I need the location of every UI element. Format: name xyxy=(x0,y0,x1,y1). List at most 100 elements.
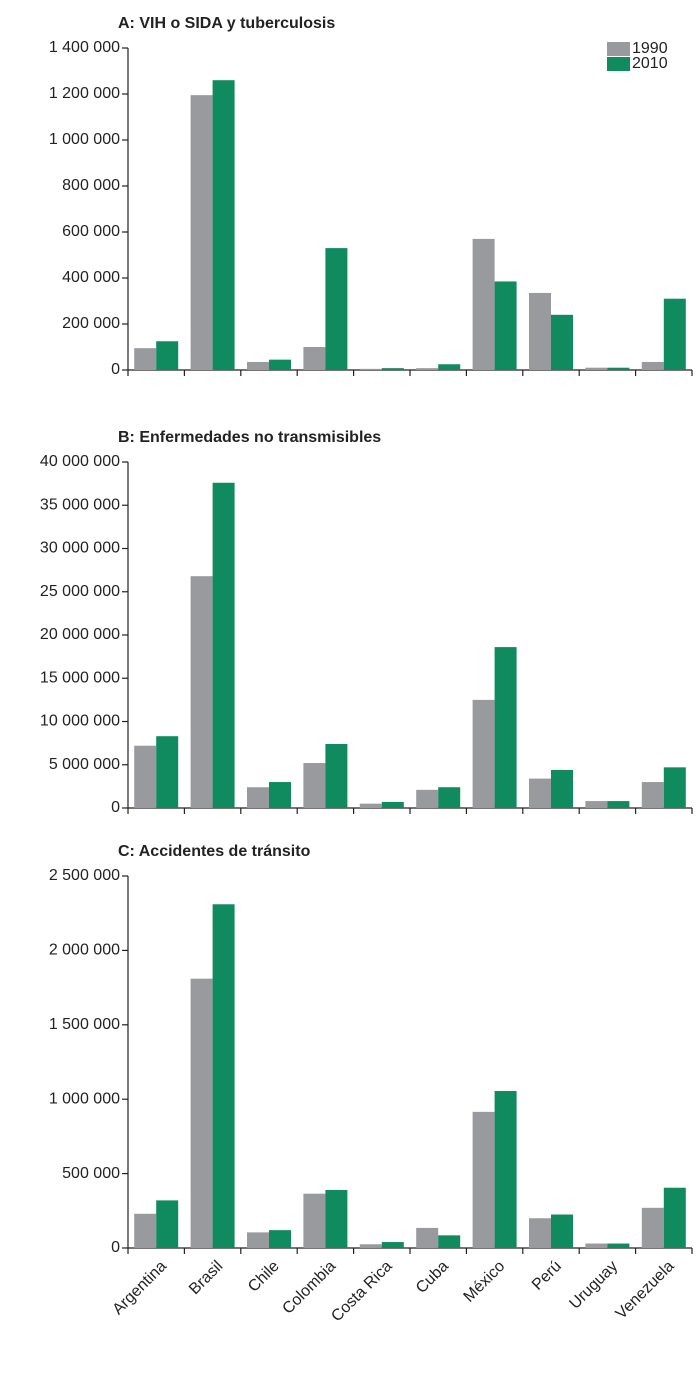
bar xyxy=(529,778,551,808)
bar xyxy=(551,1214,573,1248)
x-tick-label: México xyxy=(461,1258,509,1306)
bar xyxy=(156,1200,179,1248)
y-tick-label: 600 000 xyxy=(62,223,120,240)
bar xyxy=(607,367,630,370)
y-tick-label: 400 000 xyxy=(62,269,120,286)
bar xyxy=(663,767,686,808)
y-tick-label: 2 000 000 xyxy=(49,942,120,959)
y-tick-label: 0 xyxy=(111,799,120,816)
bar xyxy=(190,95,213,371)
bar xyxy=(438,364,461,370)
y-tick-label: 35 000 000 xyxy=(40,496,120,513)
y-tick-label: 1 000 000 xyxy=(49,131,120,148)
bar xyxy=(416,789,439,808)
bar xyxy=(269,782,291,808)
y-tick-label: 10 000 000 xyxy=(40,713,120,730)
y-tick-label: 15 000 000 xyxy=(40,669,120,686)
y-tick-label: 20 000 000 xyxy=(40,626,120,643)
bar xyxy=(156,736,179,808)
x-tick-label: Argentina xyxy=(110,1258,171,1319)
bar xyxy=(551,314,573,370)
y-tick-label: 25 000 000 xyxy=(40,583,120,600)
panel-title: A: VIH o SIDA y tuberculosis xyxy=(118,15,335,32)
bar xyxy=(416,368,439,370)
bar xyxy=(303,1193,326,1248)
x-tick-label: Perú xyxy=(529,1258,565,1294)
y-tick-label: 800 000 xyxy=(62,177,120,194)
bar xyxy=(529,1218,551,1248)
x-tick-label: Colombia xyxy=(279,1258,339,1318)
y-tick-label: 5 000 000 xyxy=(49,756,120,773)
bar xyxy=(585,367,608,370)
bar xyxy=(156,341,179,370)
bar xyxy=(325,248,348,370)
bar xyxy=(472,238,495,370)
bar xyxy=(359,1244,382,1248)
bar xyxy=(607,1243,630,1248)
bar xyxy=(551,769,573,808)
y-tick-label: 30 000 000 xyxy=(40,540,120,557)
bar xyxy=(134,1213,157,1248)
y-tick-label: 200 000 xyxy=(62,315,120,332)
y-tick-label: 40 000 000 xyxy=(40,453,120,470)
x-tick-label: Costa Rica xyxy=(328,1258,395,1325)
bar xyxy=(472,699,495,808)
bar xyxy=(212,80,235,370)
bar xyxy=(190,978,213,1248)
y-tick-label: 1 200 000 xyxy=(49,85,120,102)
legend-label: 1990 xyxy=(632,40,668,57)
x-tick-label: Chile xyxy=(245,1258,283,1296)
legend-swatch xyxy=(607,42,630,56)
bar xyxy=(641,782,664,808)
bar xyxy=(438,1235,461,1248)
bar xyxy=(269,359,291,370)
legend-swatch xyxy=(607,57,630,71)
bar xyxy=(134,348,157,370)
bar xyxy=(416,1227,439,1248)
bar xyxy=(134,745,157,808)
bar xyxy=(663,298,686,370)
bar xyxy=(585,801,608,808)
bar xyxy=(303,763,326,808)
bar xyxy=(325,743,348,808)
bar xyxy=(190,576,213,808)
y-tick-label: 500 000 xyxy=(62,1165,120,1182)
x-tick-label: Venezuela xyxy=(613,1258,678,1323)
bar xyxy=(247,1232,269,1248)
bar xyxy=(438,787,461,808)
bar xyxy=(381,801,404,808)
bar xyxy=(494,647,517,808)
bar xyxy=(494,1091,517,1248)
legend-label: 2010 xyxy=(632,55,668,72)
bar xyxy=(472,1111,495,1248)
bar xyxy=(663,1187,686,1248)
bar xyxy=(641,1207,664,1248)
y-tick-label: 0 xyxy=(111,361,120,378)
bar xyxy=(247,787,269,808)
bar xyxy=(359,803,382,808)
panel-title: C: Accidentes de tránsito xyxy=(118,843,311,860)
bar xyxy=(607,801,630,808)
bar xyxy=(303,347,326,370)
y-tick-label: 0 xyxy=(111,1239,120,1256)
x-tick-label: Uruguay xyxy=(566,1258,621,1313)
bar xyxy=(212,904,235,1248)
bar xyxy=(381,368,404,370)
x-tick-label: Brasil xyxy=(186,1258,226,1298)
bar xyxy=(359,368,382,370)
y-tick-label: 1 400 000 xyxy=(49,39,120,56)
bar xyxy=(269,1230,291,1248)
bar xyxy=(494,281,517,370)
y-tick-label: 1 000 000 xyxy=(49,1090,120,1107)
y-tick-label: 2 500 000 xyxy=(49,867,120,884)
bar xyxy=(641,361,664,370)
y-tick-label: 1 500 000 xyxy=(49,1016,120,1033)
bar xyxy=(529,292,551,370)
bar xyxy=(247,361,269,370)
bar xyxy=(381,1242,404,1248)
bar xyxy=(325,1189,348,1248)
bar xyxy=(585,1243,608,1248)
x-tick-label: Cuba xyxy=(413,1258,452,1297)
bar xyxy=(212,482,235,808)
